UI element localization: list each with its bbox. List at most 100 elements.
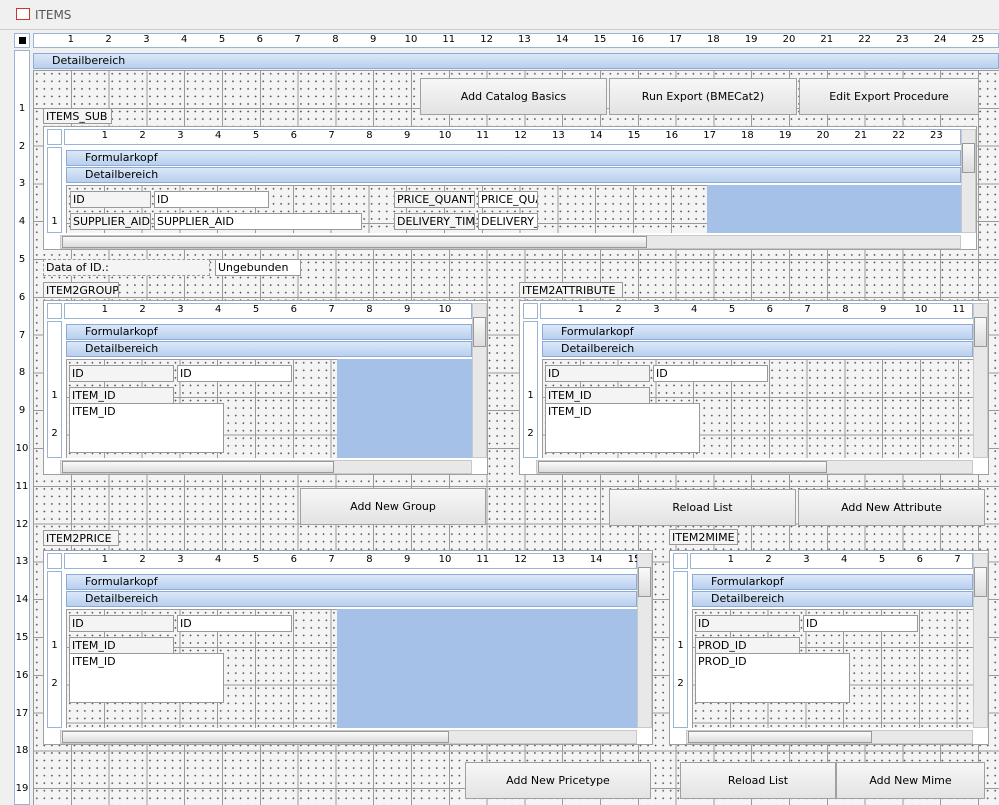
button[interactable]: Add New Pricetype bbox=[465, 762, 651, 799]
subform-corner bbox=[47, 553, 62, 569]
ruler-number: 4 bbox=[215, 130, 222, 141]
ruler-number: 7 bbox=[328, 304, 335, 315]
ruler-number: 7 bbox=[804, 304, 811, 315]
ruler-number: 13 bbox=[518, 34, 531, 45]
ruler-number: 1 bbox=[101, 304, 108, 315]
window-title: ITEMS bbox=[35, 8, 72, 22]
ruler-number: 5 bbox=[728, 304, 736, 315]
ruler-number: 10 bbox=[438, 304, 452, 315]
button[interactable]: Add New Group bbox=[300, 488, 486, 525]
ruler-number: 2 bbox=[105, 34, 112, 45]
ruler-number: 1 bbox=[727, 554, 734, 565]
button[interactable]: Add Catalog Basics bbox=[420, 78, 607, 115]
ruler-number: 18 bbox=[15, 745, 29, 757]
subform-ruler bbox=[540, 303, 973, 319]
ruler-number: 6 bbox=[290, 130, 297, 141]
button[interactable]: Reload List bbox=[680, 762, 836, 799]
field-label: ID bbox=[69, 615, 174, 632]
ruler-number: 6 bbox=[290, 304, 297, 315]
ruler-number: 9 bbox=[404, 130, 411, 141]
ruler-number: 20 bbox=[816, 130, 830, 141]
ruler-number: 10 bbox=[404, 34, 418, 45]
ruler-number: 5 bbox=[252, 130, 260, 141]
scroll-thumb[interactable] bbox=[974, 567, 987, 597]
ruler-number: 1 bbox=[51, 390, 58, 401]
field-label: ID bbox=[545, 365, 650, 382]
ruler-number: 8 bbox=[18, 367, 26, 379]
ruler-number: 9 bbox=[370, 34, 377, 45]
text-box: DELIVERY_ bbox=[478, 213, 538, 230]
ruler-number: 8 bbox=[366, 554, 373, 565]
ruler-number: 17 bbox=[703, 130, 716, 141]
ruler-number: 2 bbox=[18, 140, 26, 152]
unbound-textbox: Ungebunden bbox=[215, 259, 301, 276]
ruler-number: 7 bbox=[328, 554, 335, 565]
ruler-number: 8 bbox=[366, 304, 373, 315]
text-box: ITEM_ID bbox=[69, 653, 224, 703]
subform-left-ruler bbox=[47, 571, 62, 728]
subform-corner bbox=[523, 303, 538, 319]
header-bar: Formularkopf bbox=[66, 150, 961, 166]
ruler-number: 3 bbox=[143, 34, 150, 45]
subform-left-ruler bbox=[47, 147, 62, 233]
button[interactable]: Add New Mime bbox=[836, 762, 985, 799]
text-box: ITEM_ID bbox=[545, 403, 700, 453]
scroll-thumb[interactable] bbox=[974, 317, 987, 347]
ruler-number: 7 bbox=[328, 130, 335, 141]
ruler-number: 5 bbox=[252, 304, 260, 315]
ruler-number: 5 bbox=[218, 34, 226, 45]
ruler-number: 6 bbox=[916, 554, 923, 565]
ruler-number: 15 bbox=[627, 130, 641, 141]
scroll-thumb[interactable] bbox=[62, 461, 334, 473]
button[interactable]: Reload List bbox=[609, 489, 796, 526]
detail-bar: Detailbereich bbox=[66, 167, 961, 183]
scroll-thumb[interactable] bbox=[62, 731, 450, 743]
ruler-number: 10 bbox=[438, 130, 452, 141]
detail-bar: Detailbereich bbox=[66, 341, 472, 357]
ruler-number: 10 bbox=[15, 443, 29, 454]
ruler-number: 4 bbox=[181, 34, 188, 45]
ruler-number: 12 bbox=[15, 518, 29, 530]
button[interactable]: Edit Export Procedure bbox=[799, 78, 979, 115]
ruler-number: 1 bbox=[677, 640, 684, 651]
button[interactable]: Add New Attribute bbox=[798, 489, 985, 526]
ruler-number: 22 bbox=[892, 130, 905, 141]
ruler-number: 21 bbox=[854, 130, 868, 141]
header-bar: Formularkopf bbox=[542, 324, 973, 340]
text-box: ID bbox=[177, 365, 292, 382]
ruler-number: 2 bbox=[527, 428, 534, 439]
button[interactable]: Run Export (BMECat2) bbox=[609, 78, 797, 115]
ruler-number: 9 bbox=[880, 304, 887, 315]
ruler-number: 18 bbox=[741, 130, 754, 141]
scroll-thumb[interactable] bbox=[538, 461, 828, 473]
title-bar: ITEMS bbox=[0, 0, 999, 30]
subform-corner bbox=[673, 553, 688, 569]
subform: 1 2 3 4 5 6 7 Formularkopf Detailbereich 1 2 ID ID PR… bbox=[669, 550, 989, 745]
subform-corner bbox=[47, 303, 62, 319]
scroll-thumb[interactable] bbox=[473, 317, 486, 347]
ruler-number: 11 bbox=[476, 130, 490, 141]
scroll-thumb[interactable] bbox=[62, 236, 647, 248]
scroll-thumb[interactable] bbox=[962, 143, 975, 173]
ruler-number: 12 bbox=[514, 130, 527, 141]
scroll-thumb[interactable] bbox=[688, 731, 873, 743]
header-bar: Formularkopf bbox=[692, 574, 973, 590]
ruler-number: 20 bbox=[782, 34, 796, 45]
form-selector[interactable] bbox=[14, 33, 30, 48]
ruler-number: 3 bbox=[653, 304, 660, 315]
field-label: ITEM_ID bbox=[545, 387, 650, 404]
field-label: ID bbox=[69, 365, 174, 382]
ruler-number: 6 bbox=[256, 34, 263, 45]
scroll-thumb[interactable] bbox=[638, 567, 651, 597]
ruler-number: 5 bbox=[18, 254, 26, 265]
ruler-number: 15 bbox=[15, 632, 29, 643]
ruler-number: 19 bbox=[778, 130, 792, 141]
ruler-number: 17 bbox=[15, 707, 29, 719]
subform-label: ITEM2PRICE bbox=[43, 530, 119, 546]
ruler-number: 2 bbox=[139, 130, 146, 141]
form-icon bbox=[16, 8, 30, 20]
ruler-number: 11 bbox=[15, 480, 29, 492]
text-box: PRICE_QUA bbox=[478, 191, 538, 208]
ruler-number: 2 bbox=[677, 678, 684, 689]
